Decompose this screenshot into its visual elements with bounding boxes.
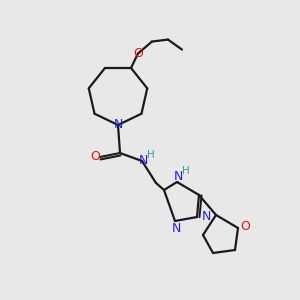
Text: N: N <box>201 209 211 223</box>
Text: H: H <box>147 150 155 160</box>
Text: N: N <box>138 154 148 166</box>
Text: H: H <box>182 166 190 176</box>
Text: O: O <box>240 220 250 232</box>
Text: O: O <box>133 47 143 60</box>
Text: N: N <box>171 221 181 235</box>
Text: N: N <box>173 169 183 182</box>
Text: O: O <box>90 151 100 164</box>
Text: N: N <box>113 118 123 131</box>
